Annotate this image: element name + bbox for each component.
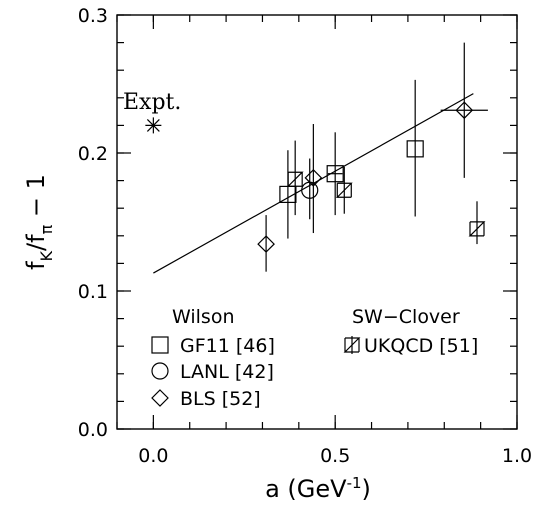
marker-ukqcd	[468, 221, 486, 237]
legend-marker-ukqcd	[343, 337, 361, 353]
y-tick-label: 0.0	[78, 419, 108, 441]
legend-label-gf11: GF11 [46]	[180, 335, 275, 357]
marker-ukqcd	[286, 171, 304, 187]
marker-diamond	[257, 235, 275, 253]
point-diamond-2	[440, 42, 488, 178]
x-tick-label: 0.5	[320, 445, 350, 467]
marker-diamond	[455, 101, 474, 120]
data-marks	[145, 42, 488, 274]
plot-frame	[116, 14, 518, 430]
x-axis-title: a (GeV-1)	[265, 474, 371, 503]
legend-symbol-ukqcd	[343, 336, 361, 354]
y-tick-label: 0.3	[78, 5, 108, 27]
expt-marker	[145, 117, 162, 134]
x-tick-label: 0.0	[138, 445, 168, 467]
marker-square	[326, 165, 344, 183]
legend-label-lanl: LANL [42]	[180, 361, 274, 383]
point-square-1	[326, 132, 344, 216]
legend-symbol-diamond	[151, 389, 169, 407]
legend-group-wilson: Wilson	[172, 306, 235, 328]
marker-diamond	[304, 168, 323, 187]
tick-labels: 0.0 0.5 1.0 0.0 0.1 0.2 0.3	[78, 5, 532, 467]
expt-label: Expt.	[123, 90, 181, 115]
ticks	[116, 14, 518, 430]
legend-symbol-square	[151, 336, 169, 354]
legend-label-ukqcd: UKQCD [51]	[364, 335, 478, 357]
y-axis-title: fK/fπ − 1	[22, 174, 56, 270]
point-diamond-0	[257, 215, 275, 272]
y-tick-label: 0.1	[78, 281, 108, 303]
y-tick-label: 0.2	[78, 143, 108, 165]
legend-label-bls: BLS [52]	[180, 388, 261, 410]
point-ukqcd-2	[468, 201, 486, 245]
legend-symbol-circle	[151, 362, 169, 380]
point-diamond-1	[304, 124, 323, 234]
expt-ray	[146, 118, 160, 132]
x-tick-label: 1.0	[502, 445, 532, 467]
point-ukqcd-1	[335, 166, 353, 214]
point-square-2	[406, 79, 424, 217]
legend: Wilson SW−Clover GF11 [46] LANL [42] BLS…	[151, 306, 478, 410]
legend-group-sw-clover: SW−Clover	[352, 306, 460, 328]
point-ukqcd-0	[286, 140, 304, 216]
marker-square	[406, 140, 424, 158]
marker-ukqcd	[335, 182, 353, 198]
